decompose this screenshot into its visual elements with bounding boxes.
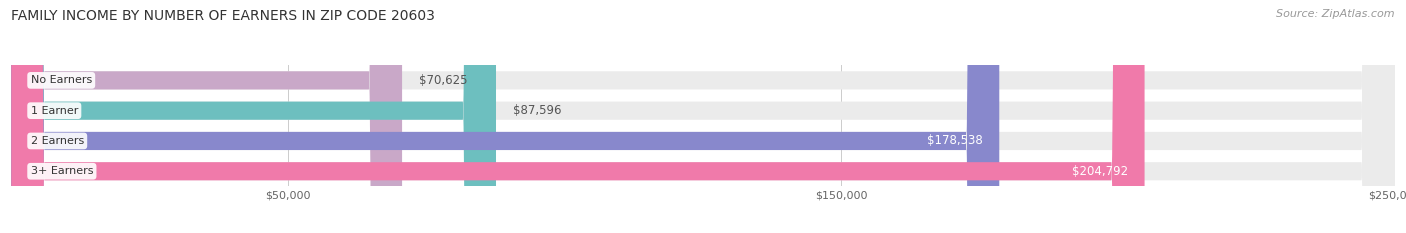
FancyBboxPatch shape bbox=[11, 0, 402, 233]
FancyBboxPatch shape bbox=[11, 0, 1000, 233]
Text: 2 Earners: 2 Earners bbox=[31, 136, 84, 146]
Text: $204,792: $204,792 bbox=[1071, 165, 1128, 178]
Text: 3+ Earners: 3+ Earners bbox=[31, 166, 93, 176]
Text: No Earners: No Earners bbox=[31, 75, 91, 85]
Text: $70,625: $70,625 bbox=[419, 74, 467, 87]
FancyBboxPatch shape bbox=[11, 0, 1395, 233]
Text: FAMILY INCOME BY NUMBER OF EARNERS IN ZIP CODE 20603: FAMILY INCOME BY NUMBER OF EARNERS IN ZI… bbox=[11, 9, 434, 23]
FancyBboxPatch shape bbox=[11, 0, 1395, 233]
FancyBboxPatch shape bbox=[11, 0, 1395, 233]
FancyBboxPatch shape bbox=[11, 0, 1144, 233]
Text: $87,596: $87,596 bbox=[513, 104, 561, 117]
Text: Source: ZipAtlas.com: Source: ZipAtlas.com bbox=[1277, 9, 1395, 19]
Text: $178,538: $178,538 bbox=[927, 134, 983, 147]
FancyBboxPatch shape bbox=[11, 0, 496, 233]
FancyBboxPatch shape bbox=[11, 0, 1395, 233]
Text: 1 Earner: 1 Earner bbox=[31, 106, 77, 116]
